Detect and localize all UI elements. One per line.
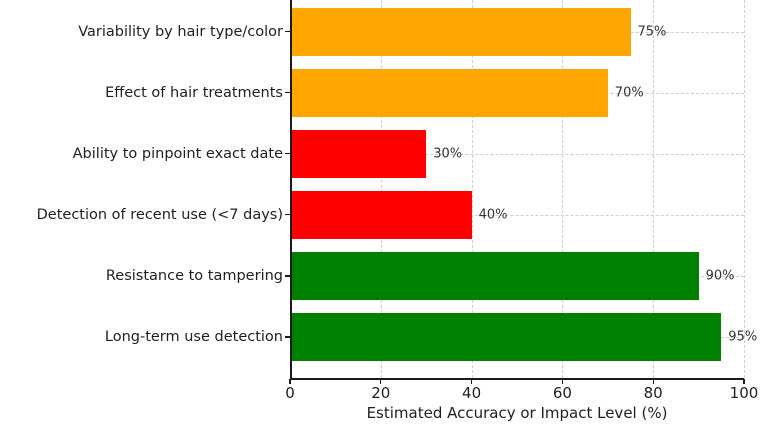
bar [290, 68, 608, 117]
grid-line-horizontal [290, 153, 744, 155]
bar [290, 190, 472, 239]
x-tick-mark [380, 379, 382, 384]
x-tick-label: 100 [729, 384, 759, 402]
category-label: Effect of hair treatments [105, 84, 283, 101]
category-label: Long-term use detection [104, 329, 283, 345]
grid-line-horizontal [290, 214, 744, 216]
x-tick-label: 0 [285, 384, 295, 402]
y-tick-mark [285, 214, 290, 216]
grid-line-vertical [471, 0, 473, 378]
y-tick-mark [285, 336, 290, 338]
y-tick-mark [285, 275, 290, 277]
bar-value-label: 90% [705, 268, 735, 284]
y-tick-mark [285, 91, 290, 94]
x-axis-title: Estimated Accuracy or Impact Level (%) [366, 404, 668, 422]
grid-line-vertical [653, 0, 655, 378]
x-axis-spine [290, 378, 744, 380]
category-label: Variability by hair type/color [78, 23, 283, 40]
x-tick-label: 80 [643, 384, 663, 402]
x-tick-mark [470, 379, 473, 384]
bar [290, 313, 722, 361]
category-label: Resistance to tampering [105, 267, 283, 284]
x-tick-mark [652, 379, 654, 384]
y-axis-spine [290, 0, 292, 379]
bar-value-label: 95% [728, 329, 758, 345]
x-tick-mark [561, 379, 564, 384]
x-tick-mark [289, 379, 291, 384]
category-label: Detection of recent use (<7 days) [36, 206, 283, 223]
y-tick-mark [285, 30, 290, 33]
grid-line-vertical [744, 0, 745, 378]
grid-line-vertical [562, 0, 564, 378]
category-label: Ability to pinpoint exact date [72, 145, 283, 162]
bar [290, 7, 631, 56]
plot-area: 75% 70% 30% 40% 90% 95% [285, 0, 757, 384]
x-tick-mark [743, 379, 745, 384]
bar-value-label: 75% [637, 24, 667, 39]
bar-value-label: 30% [433, 146, 463, 162]
bar-value-label: 70% [614, 85, 644, 101]
bar [290, 129, 427, 178]
x-tick-label: 20 [371, 384, 391, 402]
bar-value-label: 40% [478, 207, 508, 223]
x-tick-label: 60 [552, 384, 572, 402]
x-tick-label: 40 [462, 384, 482, 402]
grid-line-vertical [380, 0, 382, 378]
y-tick-mark [285, 153, 290, 155]
bar [290, 251, 699, 300]
